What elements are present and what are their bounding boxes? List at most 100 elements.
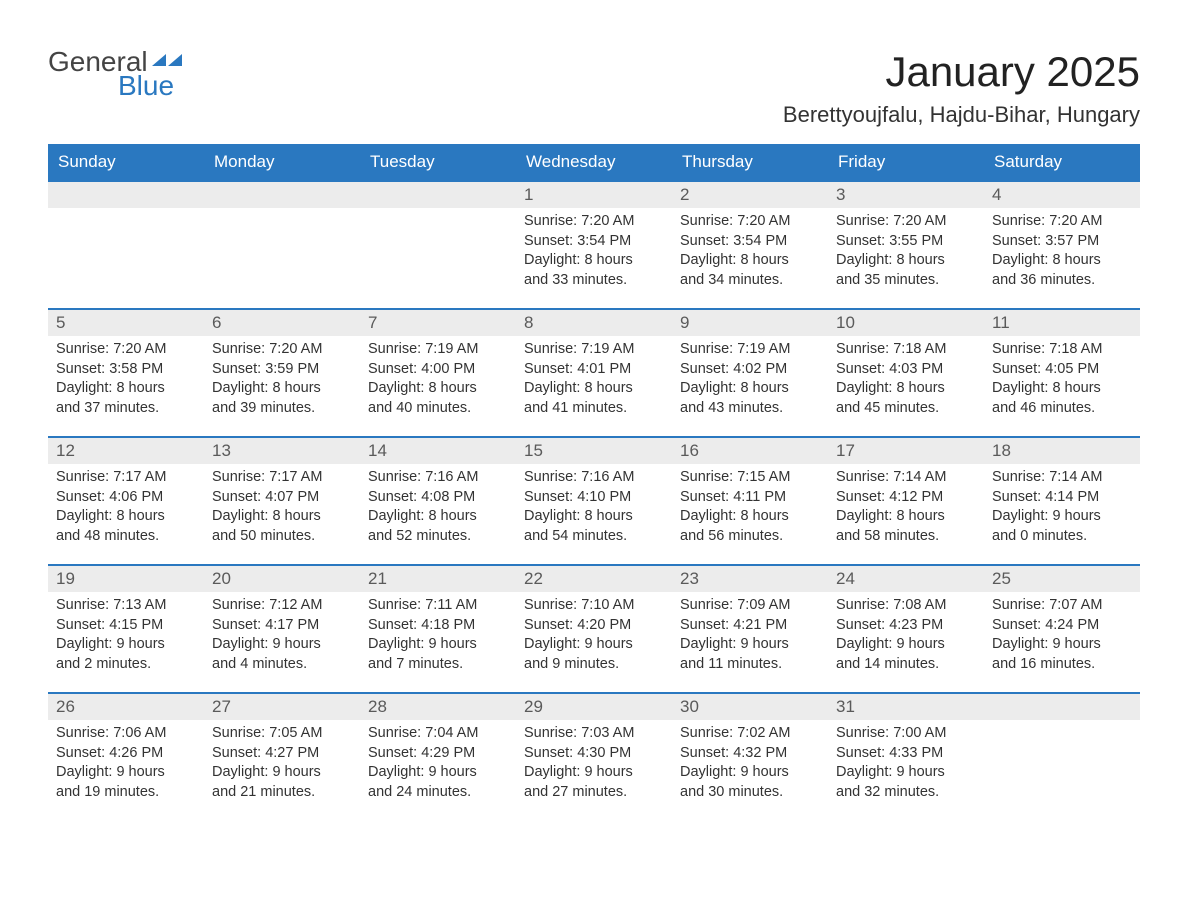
sunrise-line: Sunrise: 7:11 AM bbox=[368, 597, 477, 613]
daylight-line-2: and 36 minutes. bbox=[992, 272, 1095, 288]
day-number: 20 bbox=[204, 564, 360, 592]
calendar-day-cell: 15Sunrise: 7:16 AMSunset: 4:10 PMDayligh… bbox=[516, 436, 672, 564]
sunrise-line: Sunrise: 7:04 AM bbox=[368, 725, 478, 741]
sunrise-line: Sunrise: 7:19 AM bbox=[680, 341, 790, 357]
day-content: Sunrise: 7:08 AMSunset: 4:23 PMDaylight:… bbox=[828, 592, 984, 682]
calendar-day-cell: 19Sunrise: 7:13 AMSunset: 4:15 PMDayligh… bbox=[48, 564, 204, 692]
daylight-line: Daylight: 8 hours bbox=[56, 508, 165, 524]
daylight-line-2: and 50 minutes. bbox=[212, 528, 315, 544]
calendar-day-cell: 2Sunrise: 7:20 AMSunset: 3:54 PMDaylight… bbox=[672, 180, 828, 308]
daylight-line-2: and 30 minutes. bbox=[680, 784, 783, 800]
day-content: Sunrise: 7:19 AMSunset: 4:02 PMDaylight:… bbox=[672, 336, 828, 426]
daylight-line-2: and 41 minutes. bbox=[524, 400, 627, 416]
calendar-week-row: 19Sunrise: 7:13 AMSunset: 4:15 PMDayligh… bbox=[48, 564, 1140, 692]
day-content: Sunrise: 7:19 AMSunset: 4:00 PMDaylight:… bbox=[360, 336, 516, 426]
day-number: 13 bbox=[204, 436, 360, 464]
daylight-line-2: and 2 minutes. bbox=[56, 656, 151, 672]
day-number: 29 bbox=[516, 692, 672, 720]
daylight-line-2: and 39 minutes. bbox=[212, 400, 315, 416]
daylight-line-2: and 35 minutes. bbox=[836, 272, 939, 288]
day-number: 23 bbox=[672, 564, 828, 592]
daylight-line: Daylight: 8 hours bbox=[524, 508, 633, 524]
daylight-line-2: and 19 minutes. bbox=[56, 784, 159, 800]
day-number: 22 bbox=[516, 564, 672, 592]
day-number: 3 bbox=[828, 180, 984, 208]
sunrise-line: Sunrise: 7:17 AM bbox=[212, 469, 322, 485]
daylight-line: Daylight: 9 hours bbox=[836, 764, 945, 780]
sunset-line: Sunset: 4:33 PM bbox=[836, 745, 943, 761]
calendar-week-row: 5Sunrise: 7:20 AMSunset: 3:58 PMDaylight… bbox=[48, 308, 1140, 436]
sunset-line: Sunset: 4:18 PM bbox=[368, 617, 475, 633]
day-content bbox=[48, 208, 204, 220]
day-content: Sunrise: 7:04 AM Sunset: 4:29 PM Daylight:… bbox=[360, 720, 516, 810]
daylight-line: Daylight: 9 hours bbox=[524, 636, 633, 652]
daylight-line: Daylight: 8 hours bbox=[524, 252, 633, 268]
brand-logo: General Blue bbox=[48, 48, 182, 100]
daylight-line-2: and 33 minutes. bbox=[524, 272, 627, 288]
daylight-line: Daylight: 9 hours bbox=[680, 764, 789, 780]
day-content: Sunrise: 7:11 AMSunset: 4:18 PMDaylight:… bbox=[360, 592, 516, 682]
sunrise-line: Sunrise: 7:14 AM bbox=[836, 469, 946, 485]
calendar-day-cell: 21Sunrise: 7:11 AMSunset: 4:18 PMDayligh… bbox=[360, 564, 516, 692]
sunset-line: Sunset: 4:29 PM bbox=[368, 745, 475, 761]
day-content: Sunrise: 7:17 AMSunset: 4:07 PMDaylight:… bbox=[204, 464, 360, 554]
sunrise-line: Sunrise: 7:17 AM bbox=[56, 469, 166, 485]
calendar-day-cell: 14Sunrise: 7:16 AMSunset: 4:08 PMDayligh… bbox=[360, 436, 516, 564]
day-number: 10 bbox=[828, 308, 984, 336]
calendar-day-cell: 20Sunrise: 7:12 AMSunset: 4:17 PMDayligh… bbox=[204, 564, 360, 692]
day-number: 24 bbox=[828, 564, 984, 592]
calendar-day-cell: 24Sunrise: 7:08 AMSunset: 4:23 PMDayligh… bbox=[828, 564, 984, 692]
sunset-line: Sunset: 4:21 PM bbox=[680, 617, 787, 633]
daylight-line: Daylight: 8 hours bbox=[56, 380, 165, 396]
day-number bbox=[360, 180, 516, 208]
sunset-line: Sunset: 3:55 PM bbox=[836, 233, 943, 249]
sunset-line: Sunset: 4:15 PM bbox=[56, 617, 163, 633]
daylight-line: Daylight: 8 hours bbox=[368, 380, 477, 396]
daylight-line-2: and 40 minutes. bbox=[368, 400, 471, 416]
sunset-line: Sunset: 4:24 PM bbox=[992, 617, 1099, 633]
sunrise-line: Sunrise: 7:20 AM bbox=[212, 341, 322, 357]
daylight-line: Daylight: 8 hours bbox=[680, 252, 789, 268]
sunset-line: Sunset: 3:57 PM bbox=[992, 233, 1099, 249]
day-content: Sunrise: 7:18 AMSunset: 4:03 PMDaylight:… bbox=[828, 336, 984, 426]
day-content: Sunrise: 7:09 AMSunset: 4:21 PMDaylight:… bbox=[672, 592, 828, 682]
sunrise-line: Sunrise: 7:19 AM bbox=[368, 341, 478, 357]
day-number: 16 bbox=[672, 436, 828, 464]
sunset-line: Sunset: 3:59 PM bbox=[212, 361, 319, 377]
sunrise-line: Sunrise: 7:18 AM bbox=[836, 341, 946, 357]
day-number: 1 bbox=[516, 180, 672, 208]
daylight-line: Daylight: 8 hours bbox=[992, 252, 1101, 268]
sunrise-line: Sunrise: 7:10 AM bbox=[524, 597, 634, 613]
calendar-day-cell: 18Sunrise: 7:14 AMSunset: 4:14 PMDayligh… bbox=[984, 436, 1140, 564]
day-number: 28 bbox=[360, 692, 516, 720]
daylight-line: Daylight: 9 hours bbox=[368, 764, 477, 780]
day-number: 4 bbox=[984, 180, 1140, 208]
day-content: Sunrise: 7:13 AMSunset: 4:15 PMDaylight:… bbox=[48, 592, 204, 682]
daylight-line-2: and 54 minutes. bbox=[524, 528, 627, 544]
daylight-line: Daylight: 8 hours bbox=[368, 508, 477, 524]
daylight-line: Daylight: 8 hours bbox=[836, 508, 945, 524]
day-content bbox=[360, 208, 516, 220]
day-content: Sunrise: 7:02 AMSunset: 4:32 PMDaylight:… bbox=[672, 720, 828, 810]
daylight-line: Daylight: 9 hours bbox=[992, 508, 1101, 524]
day-content: Sunrise: 7:17 AMSunset: 4:06 PMDaylight:… bbox=[48, 464, 204, 554]
day-number: 9 bbox=[672, 308, 828, 336]
day-number bbox=[48, 180, 204, 208]
day-number: 25 bbox=[984, 564, 1140, 592]
daylight-line: Daylight: 8 hours bbox=[212, 508, 321, 524]
day-number: 11 bbox=[984, 308, 1140, 336]
sunset-line: Sunset: 4:26 PM bbox=[56, 745, 163, 761]
sunset-line: Sunset: 4:20 PM bbox=[524, 617, 631, 633]
sunrise-line: Sunrise: 7:16 AM bbox=[368, 469, 478, 485]
day-content: Sunrise: 7:12 AMSunset: 4:17 PMDaylight:… bbox=[204, 592, 360, 682]
weekday-header: Sunday bbox=[48, 144, 204, 180]
sunrise-line: Sunrise: 7:09 AM bbox=[680, 597, 790, 613]
daylight-line: Daylight: 9 hours bbox=[212, 764, 321, 780]
sunset-line: Sunset: 4:05 PM bbox=[992, 361, 1099, 377]
day-number: 5 bbox=[48, 308, 204, 336]
sunset-line: Sunset: 3:54 PM bbox=[524, 233, 631, 249]
calendar-day-cell: 16Sunrise: 7:15 AMSunset: 4:11 PMDayligh… bbox=[672, 436, 828, 564]
day-content: Sunrise: 7:20 AMSunset: 3:54 PMDaylight:… bbox=[672, 208, 828, 298]
day-content: Sunrise: 7:15 AMSunset: 4:11 PMDaylight:… bbox=[672, 464, 828, 554]
day-content: Sunrise: 7:16 AMSunset: 4:08 PMDaylight:… bbox=[360, 464, 516, 554]
